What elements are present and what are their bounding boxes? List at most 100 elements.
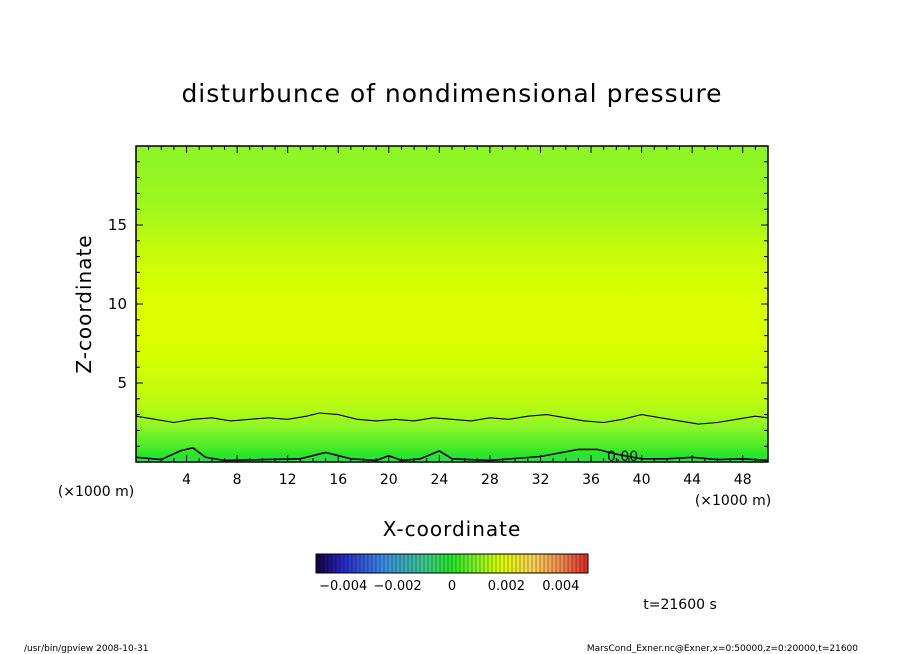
colorbar-cell	[396, 554, 401, 573]
colorbar-cell	[524, 554, 529, 573]
x-tick-label: 40	[633, 472, 651, 488]
x-tick-label: 4	[182, 472, 191, 488]
colorbar-cell	[404, 554, 409, 573]
colorbar-cell	[388, 554, 393, 573]
colorbar-cell	[436, 554, 441, 573]
colorbar-cell	[576, 554, 581, 573]
colorbar-cell	[440, 554, 445, 573]
x-tick-label: 44	[683, 472, 701, 488]
colorbar-cell	[480, 554, 485, 573]
x-tick-label: 12	[279, 472, 297, 488]
colorbar-cell	[560, 554, 565, 573]
colorbar-cell	[400, 554, 405, 573]
colorbar-tick-label: 0.004	[542, 579, 579, 594]
colorbar-tick-label: 0	[448, 579, 456, 594]
colorbar-cell	[332, 554, 337, 573]
chart-title: disturbunce of nondimensional pressure	[181, 79, 722, 108]
colorbar-cell	[432, 554, 437, 573]
colorbar-cell	[580, 554, 585, 573]
colorbar-cell	[380, 554, 385, 573]
y-tick-label: 10	[108, 295, 127, 313]
colorbar-cell	[344, 554, 349, 573]
colorbar-cell	[340, 554, 345, 573]
colorbar-cell	[528, 554, 533, 573]
x-tick-label: 24	[430, 472, 448, 488]
colorbar-cell	[556, 554, 561, 573]
colorbar-cell	[500, 554, 505, 573]
colorbar-tick-label: −0.002	[374, 579, 422, 594]
colorbar-cell	[368, 554, 373, 573]
colorbar-cell	[316, 554, 321, 573]
colorbar-cell	[568, 554, 573, 573]
contour-label: 0.00	[607, 449, 638, 465]
colorbar-cell	[472, 554, 477, 573]
colorbar-cell	[504, 554, 509, 573]
colorbar-cell	[536, 554, 541, 573]
x-tick-label: 16	[329, 472, 347, 488]
colorbar-cell	[448, 554, 453, 573]
colorbar-cell	[468, 554, 473, 573]
x-tick-label: 28	[481, 472, 499, 488]
colorbar-cell	[408, 554, 413, 573]
x-tick-label: 8	[233, 472, 242, 488]
colorbar-cell	[372, 554, 377, 573]
colorbar-cell	[552, 554, 557, 573]
colorbar-tick-label: 0.002	[488, 579, 525, 594]
x-tick-label: 20	[380, 472, 398, 488]
colorbar-cell	[352, 554, 357, 573]
colorbar-cell	[496, 554, 501, 573]
colorbar-cell	[428, 554, 433, 573]
colorbar-cell	[328, 554, 333, 573]
colorbar-cell	[512, 554, 517, 573]
colorbar-cell	[572, 554, 577, 573]
x-unit-label: (×1000 m)	[695, 493, 771, 509]
colorbar-cell	[356, 554, 361, 573]
time-annotation: t=21600 s	[643, 597, 717, 613]
colorbar-cell	[412, 554, 417, 573]
colorbar-cell	[324, 554, 329, 573]
colorbar-cell	[548, 554, 553, 573]
colorbar-tick-label: −0.004	[319, 579, 367, 594]
x-tick-label: 48	[734, 472, 752, 488]
colorbar-cell	[360, 554, 365, 573]
y-axis-label: Z-coordinate	[72, 234, 96, 373]
colorbar-cell	[336, 554, 341, 573]
y-tick-label: 15	[108, 216, 127, 234]
colorbar-cell	[364, 554, 369, 573]
colorbar: −0.004 −0.002 0 0.002 0.004	[315, 553, 589, 594]
colorbar-cell	[520, 554, 525, 573]
colorbar-cell	[376, 554, 381, 573]
footer-right: MarsCond_Exner.nc@Exner,x=0:50000,z=0:20…	[587, 644, 858, 654]
colorbar-cell	[532, 554, 537, 573]
y-unit-label: (×1000 m)	[58, 484, 134, 500]
colorbar-cell	[584, 554, 589, 573]
footer-left: /usr/bin/gpview 2008-10-31	[24, 644, 148, 654]
x-axis-label: X-coordinate	[383, 517, 522, 541]
colorbar-cell	[460, 554, 465, 573]
colorbar-cell	[424, 554, 429, 573]
colorbar-cell	[476, 554, 481, 573]
colorbar-cell	[492, 554, 497, 573]
colorbar-frame	[315, 553, 589, 574]
y-tick-label: 5	[117, 374, 127, 392]
colorbar-cell	[564, 554, 569, 573]
heatmap-field	[136, 146, 768, 462]
colorbar-cell	[416, 554, 421, 573]
x-tick-label: 36	[582, 472, 600, 488]
colorbar-cell	[464, 554, 469, 573]
colorbar-cell	[452, 554, 457, 573]
colorbar-cell	[392, 554, 397, 573]
contour-line	[136, 412, 768, 425]
colorbar-cell	[516, 554, 521, 573]
colorbar-cell	[320, 554, 325, 573]
colorbar-cell	[484, 554, 489, 573]
colorbar-cell	[540, 554, 545, 573]
colorbar-cell	[420, 554, 425, 573]
x-tick-label: 32	[532, 472, 550, 488]
colorbar-cell	[348, 554, 353, 573]
colorbar-cell	[456, 554, 461, 573]
colorbar-cell	[384, 554, 389, 573]
colorbar-cell	[544, 554, 549, 573]
